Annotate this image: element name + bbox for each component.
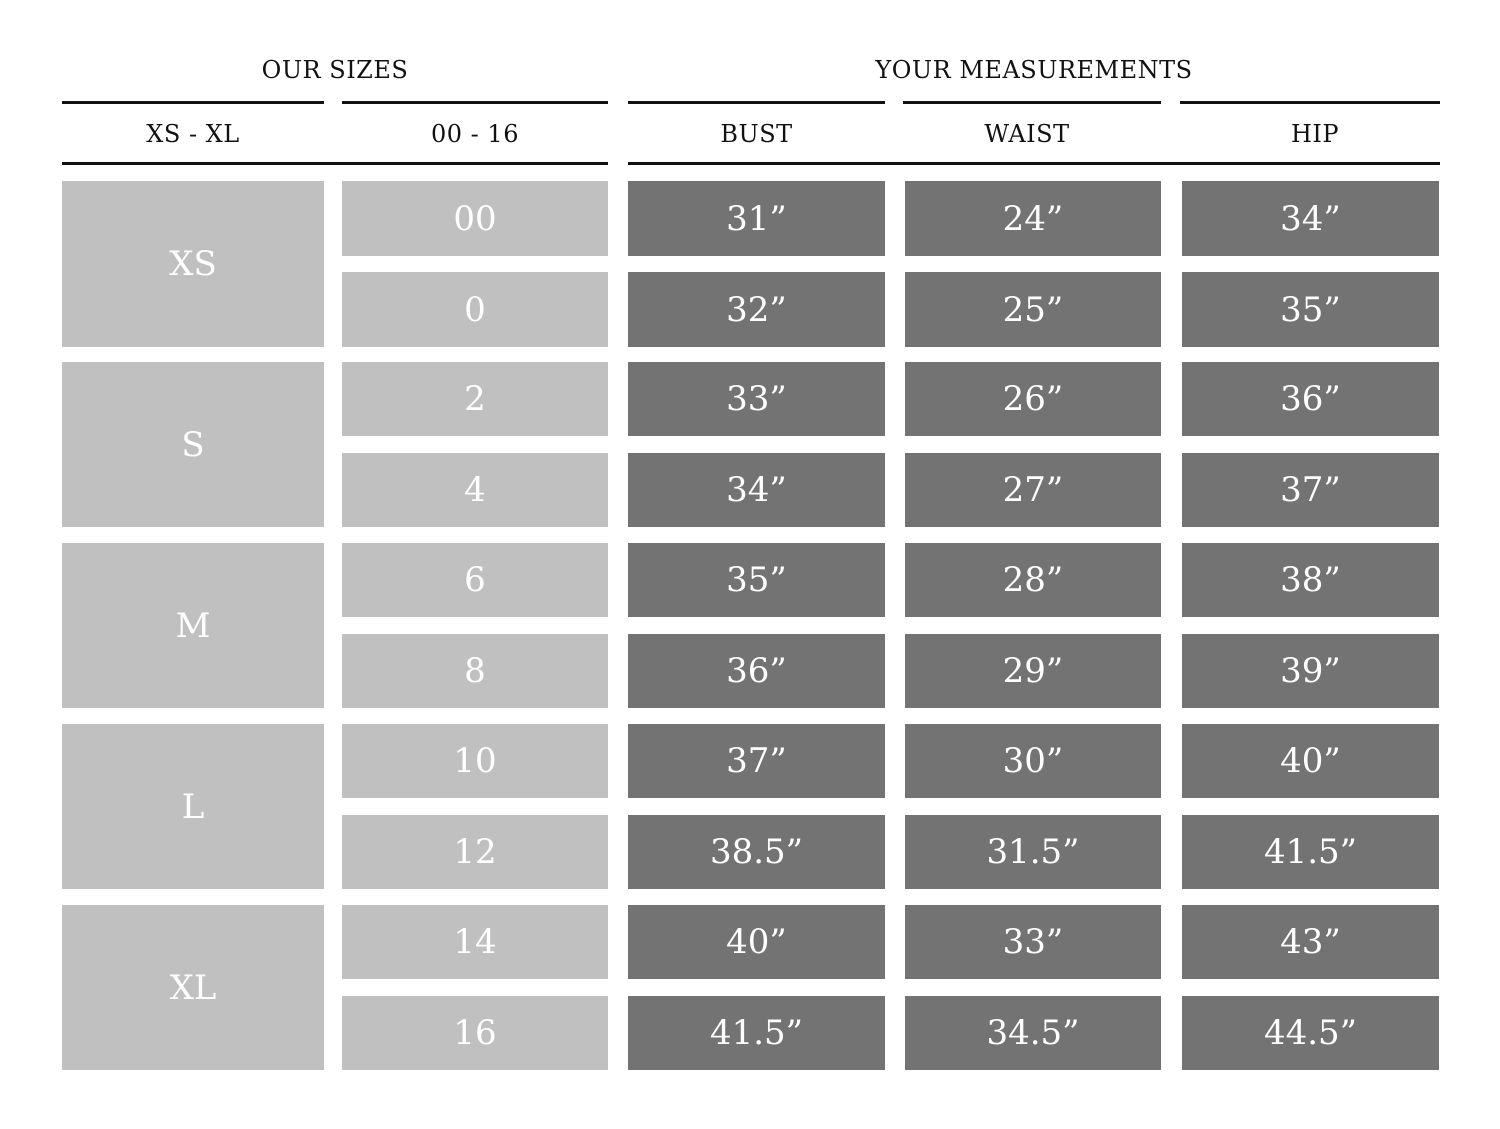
size-number-cell: 0 [342, 272, 608, 347]
hip-cell: 44.5” [1182, 996, 1439, 1070]
col-header-bust: BUST [720, 120, 793, 148]
waist-cell: 26” [905, 362, 1161, 436]
waist-cell: 34.5” [905, 996, 1161, 1070]
size-letter-cell: XS [62, 181, 324, 347]
size-number-cell: 12 [342, 815, 608, 889]
col-header-waist: WAIST [984, 120, 1070, 148]
top-rule-waist [903, 101, 1161, 104]
our-sizes-heading: OUR SIZES [261, 56, 409, 84]
bust-cell: 36” [628, 634, 885, 708]
bust-cell: 35” [628, 543, 885, 617]
bust-cell: 31” [628, 181, 885, 256]
hip-cell: 43” [1182, 905, 1439, 979]
hip-cell: 40” [1182, 724, 1439, 798]
size-letter-cell: L [62, 724, 324, 889]
hip-cell: 37” [1182, 453, 1439, 527]
top-rule-letter [62, 101, 324, 104]
size-number-cell: 6 [342, 543, 608, 617]
size-number-cell: 14 [342, 905, 608, 979]
hip-cell: 34” [1182, 181, 1439, 256]
waist-cell: 30” [905, 724, 1161, 798]
bust-cell: 37” [628, 724, 885, 798]
hip-cell: 38” [1182, 543, 1439, 617]
col-header-hip: HIP [1290, 120, 1340, 148]
waist-cell: 27” [905, 453, 1161, 527]
top-rule-hip [1180, 101, 1440, 104]
size-number-cell: 4 [342, 453, 608, 527]
col-header-number-sizes: 00 - 16 [431, 120, 519, 148]
top-rule-number [342, 101, 608, 104]
size-number-cell: 8 [342, 634, 608, 708]
bust-cell: 33” [628, 362, 885, 436]
header-rule-sizes [62, 162, 608, 165]
hip-cell: 36” [1182, 362, 1439, 436]
your-measurements-heading: YOUR MEASUREMENTS [875, 56, 1193, 84]
bust-cell: 41.5” [628, 996, 885, 1070]
bust-cell: 32” [628, 272, 885, 347]
bust-cell: 38.5” [628, 815, 885, 889]
hip-cell: 41.5” [1182, 815, 1439, 889]
waist-cell: 31.5” [905, 815, 1161, 889]
top-rule-bust [628, 101, 885, 104]
hip-cell: 39” [1182, 634, 1439, 708]
size-number-cell: 16 [342, 996, 608, 1070]
waist-cell: 28” [905, 543, 1161, 617]
size-letter-cell: M [62, 543, 324, 708]
size-number-cell: 2 [342, 362, 608, 436]
waist-cell: 29” [905, 634, 1161, 708]
bust-cell: 40” [628, 905, 885, 979]
hip-cell: 35” [1182, 272, 1439, 347]
size-number-cell: 10 [342, 724, 608, 798]
bust-cell: 34” [628, 453, 885, 527]
size-letter-cell: S [62, 362, 324, 527]
waist-cell: 24” [905, 181, 1161, 256]
waist-cell: 25” [905, 272, 1161, 347]
col-header-letter-sizes: XS - XL [146, 120, 240, 148]
size-number-cell: 00 [342, 181, 608, 256]
size-letter-cell: XL [62, 905, 324, 1070]
header-rule-measurements [628, 162, 1440, 165]
waist-cell: 33” [905, 905, 1161, 979]
